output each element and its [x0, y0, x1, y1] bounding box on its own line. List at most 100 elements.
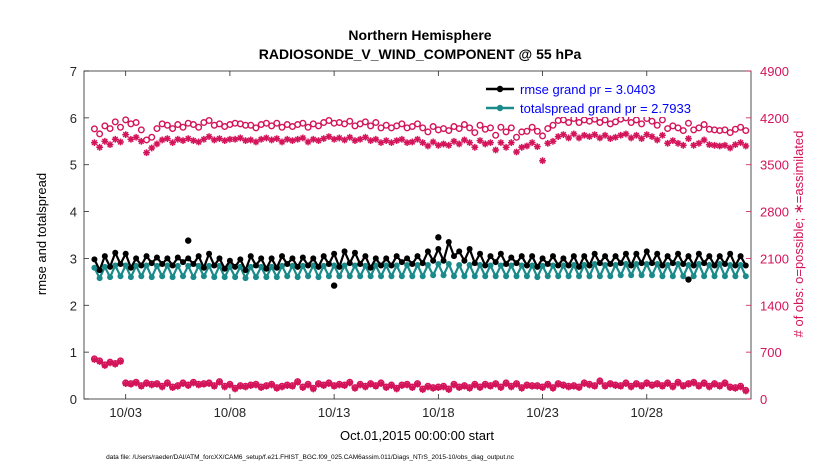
- possible-obs-point: [111, 118, 119, 126]
- assimilated-obs-point: [335, 134, 343, 142]
- possible-obs-point: [424, 128, 432, 136]
- assimilated-obs-low-point: [570, 382, 578, 390]
- assimilated-obs-point: [117, 138, 124, 146]
- totalspread-point: [127, 274, 134, 281]
- assimilated-obs-point: [273, 135, 281, 143]
- assimilated-obs-point: [132, 133, 140, 141]
- assimilated-obs-point: [169, 139, 176, 147]
- assimilated-obs-low-point: [195, 381, 203, 389]
- y-tick-label: 7: [70, 64, 77, 79]
- assimilated-obs-point: [398, 135, 406, 143]
- possible-obs-point: [101, 122, 109, 130]
- assimilated-obs-point: [111, 135, 119, 143]
- totalspread-point: [591, 261, 598, 268]
- rmse-point: [503, 261, 510, 268]
- totalspread-point: [576, 273, 583, 280]
- possible-obs-point: [679, 127, 687, 135]
- assimilated-obs-point: [184, 135, 192, 143]
- assimilated-obs-low-point: [346, 379, 354, 387]
- rmse-point: [143, 253, 150, 260]
- assimilated-obs-point: [414, 135, 421, 143]
- assimilated-obs-point: [408, 138, 416, 146]
- rmse-point: [252, 262, 259, 269]
- rmse-point: [742, 262, 749, 269]
- possible-obs-point: [653, 121, 661, 129]
- totalspread-point: [164, 262, 171, 269]
- assimilated-obs-low-point: [721, 380, 729, 387]
- assimilated-obs-low-point: [419, 386, 427, 394]
- assimilated-obs-point: [96, 143, 104, 151]
- possible-obs-point: [247, 121, 255, 129]
- rmse-point: [576, 263, 583, 270]
- assimilated-obs-point: [476, 137, 484, 145]
- assimilated-obs-low-point: [242, 383, 249, 391]
- assimilated-obs-low-point: [575, 384, 583, 392]
- assimilated-obs-point: [210, 136, 218, 144]
- assimilated-obs-low-point: [106, 359, 114, 367]
- assimilated-obs-point: [127, 135, 135, 143]
- rmse-point: [529, 253, 536, 260]
- totalspread-point: [232, 274, 239, 281]
- assimilated-obs-point: [674, 139, 682, 147]
- rmse-point: [148, 260, 155, 267]
- possible-obs-point: [304, 123, 312, 131]
- assimilated-obs-low-point: [361, 383, 369, 391]
- rmse-point: [664, 253, 671, 260]
- assimilated-obs-low-point: [200, 380, 208, 388]
- totalspread-point: [299, 262, 306, 269]
- possible-obs-point: [299, 119, 307, 127]
- assimilated-obs-low-point: [466, 384, 474, 392]
- totalspread-point: [440, 272, 447, 279]
- assimilated-obs-point: [497, 139, 505, 147]
- totalspread-point: [117, 273, 124, 280]
- plot-background: [84, 71, 751, 399]
- assimilated-obs-low-point: [695, 382, 703, 390]
- assimilated-obs-point: [679, 141, 687, 149]
- rmse-point: [497, 250, 504, 257]
- assimilated-obs-low-point: [367, 380, 374, 388]
- rmse-point: [435, 246, 442, 253]
- possible-obs-point: [507, 124, 515, 132]
- totalspread-point: [654, 261, 661, 268]
- assimilated-obs-point: [560, 131, 567, 138]
- assimilated-obs-point: [434, 141, 442, 149]
- totalspread-point: [96, 275, 103, 282]
- totalspread-point: [101, 263, 108, 270]
- totalspread-point: [643, 261, 650, 268]
- assimilated-obs-low-point: [487, 382, 494, 390]
- rmse-point: [471, 260, 478, 267]
- assimilated-obs-point: [539, 157, 546, 165]
- totalspread-point: [523, 273, 530, 280]
- assimilated-obs-low-point: [393, 385, 401, 393]
- assimilated-obs-point: [304, 138, 312, 146]
- chart-subtitle: RADIOSONDE_V_WIND_COMPONENT @ 55 hPa: [259, 46, 582, 62]
- assimilated-obs-low-point: [580, 380, 588, 387]
- assimilated-obs-point: [721, 141, 729, 149]
- totalspread-point: [294, 274, 301, 281]
- assimilated-obs-point: [179, 137, 187, 145]
- assimilated-obs-low-point: [560, 382, 567, 390]
- possible-obs-point: [460, 121, 468, 129]
- assimilated-obs-point: [716, 142, 724, 150]
- assimilated-obs-low-point: [325, 380, 333, 387]
- totalspread-point: [529, 262, 536, 269]
- assimilated-obs-low-point: [315, 380, 322, 388]
- totalspread-point: [721, 273, 728, 280]
- totalspread-point: [409, 273, 416, 280]
- assimilated-obs-point: [101, 137, 109, 145]
- assimilated-obs-low-point: [231, 385, 239, 393]
- assimilated-obs-low-point: [153, 380, 161, 388]
- assimilated-obs-low-point: [320, 382, 328, 390]
- rmse-point: [195, 253, 202, 260]
- totalspread-point: [456, 261, 463, 268]
- possible-obs-point: [346, 117, 354, 125]
- assimilated-obs-low-point: [179, 380, 187, 387]
- totalspread-point: [320, 262, 327, 269]
- rmse-point: [169, 262, 176, 269]
- totalspread-point: [622, 261, 629, 268]
- rmse-point: [539, 255, 546, 262]
- y2-axis-label: # of obs: o=possible; ∗=assimilated: [791, 131, 806, 338]
- assimilated-obs-low-point: [268, 381, 275, 389]
- rmse-point: [628, 262, 635, 269]
- rmse-point: [701, 260, 708, 267]
